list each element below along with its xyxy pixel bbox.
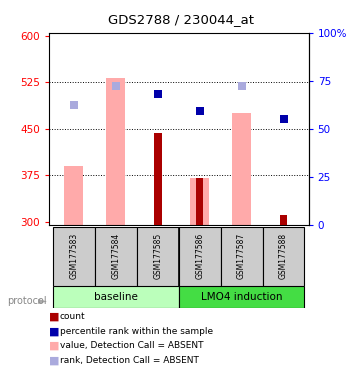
Text: ■: ■	[49, 312, 59, 322]
Text: GSM177583: GSM177583	[69, 233, 78, 280]
Text: ■: ■	[49, 356, 59, 366]
Bar	[190, 178, 209, 225]
Bar	[95, 227, 137, 286]
Text: GSM177588: GSM177588	[279, 233, 288, 280]
Text: rank, Detection Call = ABSENT: rank, Detection Call = ABSENT	[60, 356, 199, 365]
Text: GSM177587: GSM177587	[237, 233, 246, 280]
Text: percentile rank within the sample: percentile rank within the sample	[60, 327, 213, 336]
Bar	[137, 227, 179, 286]
Bar	[53, 227, 95, 286]
Text: GDS2788 / 230044_at: GDS2788 / 230044_at	[108, 13, 253, 26]
Text: GSM177586: GSM177586	[195, 233, 204, 280]
Text: GSM177584: GSM177584	[111, 233, 120, 280]
Bar	[221, 227, 262, 286]
Text: GSM177585: GSM177585	[153, 233, 162, 280]
Bar	[154, 133, 161, 225]
Text: ■: ■	[49, 326, 59, 336]
Text: value, Detection Call = ABSENT: value, Detection Call = ABSENT	[60, 341, 203, 351]
Bar	[65, 166, 83, 225]
Bar	[179, 227, 221, 286]
Text: protocol: protocol	[7, 296, 47, 306]
Text: baseline: baseline	[94, 292, 138, 302]
Text: ■: ■	[49, 341, 59, 351]
Bar	[106, 78, 125, 225]
Polygon shape	[38, 299, 47, 304]
Bar	[196, 178, 204, 225]
Bar	[179, 286, 304, 308]
Bar	[232, 113, 251, 225]
Bar	[262, 227, 304, 286]
Text: LMO4 induction: LMO4 induction	[201, 292, 282, 302]
Bar	[53, 286, 179, 308]
Text: count: count	[60, 312, 85, 321]
Bar	[280, 215, 287, 225]
